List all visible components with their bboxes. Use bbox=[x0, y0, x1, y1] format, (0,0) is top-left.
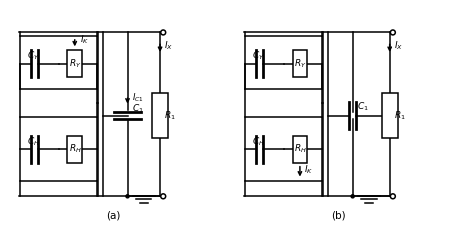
Text: $R_Y$: $R_Y$ bbox=[69, 57, 82, 70]
Bar bbox=[67, 50, 82, 77]
Text: (b): (b) bbox=[331, 211, 345, 221]
Text: $I_X$: $I_X$ bbox=[394, 39, 403, 52]
Text: $C_H$: $C_H$ bbox=[27, 135, 40, 148]
Bar bbox=[293, 136, 307, 163]
Bar bbox=[20, 117, 97, 181]
Circle shape bbox=[126, 195, 129, 198]
Text: $R_H$: $R_H$ bbox=[69, 143, 82, 155]
Bar bbox=[67, 136, 82, 163]
Text: $I_K$: $I_K$ bbox=[304, 163, 314, 176]
Bar bbox=[152, 93, 168, 138]
Text: $I_K$: $I_K$ bbox=[80, 33, 89, 46]
Text: $C_1$: $C_1$ bbox=[357, 101, 368, 113]
Bar bbox=[382, 93, 398, 138]
Text: $C_H$: $C_H$ bbox=[252, 135, 265, 148]
Text: $R_H$: $R_H$ bbox=[294, 143, 307, 155]
Text: $R_1$: $R_1$ bbox=[394, 109, 405, 122]
Bar bbox=[245, 36, 322, 88]
Text: $I_{C1}$: $I_{C1}$ bbox=[132, 91, 143, 104]
Bar bbox=[293, 50, 307, 77]
Bar bbox=[245, 117, 322, 181]
Text: $R_Y$: $R_Y$ bbox=[294, 57, 307, 70]
Text: $C_Y$: $C_Y$ bbox=[252, 50, 265, 62]
Bar bbox=[20, 36, 97, 88]
Text: $C_Y$: $C_Y$ bbox=[27, 50, 40, 62]
Text: $C_1$: $C_1$ bbox=[132, 102, 144, 115]
Circle shape bbox=[351, 195, 354, 198]
Text: $I_X$: $I_X$ bbox=[164, 39, 173, 52]
Text: (a): (a) bbox=[106, 211, 120, 221]
Text: $R_1$: $R_1$ bbox=[164, 109, 176, 122]
